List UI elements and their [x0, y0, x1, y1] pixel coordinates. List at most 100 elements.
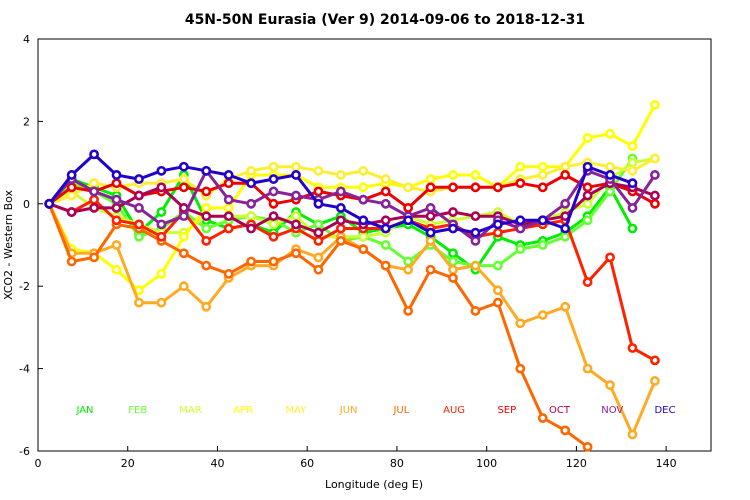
data-point [313, 264, 324, 275]
data-point [313, 227, 324, 238]
data-point [403, 264, 414, 275]
data-point [605, 170, 615, 180]
data-point [560, 425, 571, 436]
legend-label-mar: MAR [179, 405, 201, 416]
series-line-jun [47, 203, 657, 436]
series-line-mar [48, 157, 656, 239]
data-point [111, 178, 122, 189]
data-point [111, 264, 122, 275]
data-point [380, 240, 391, 250]
data-point [156, 182, 167, 193]
data-point [111, 194, 122, 205]
y-tick-label: -4 [19, 363, 30, 376]
data-point [627, 141, 638, 152]
data-point [291, 211, 301, 222]
data-point [627, 203, 638, 213]
data-point [268, 219, 279, 230]
data-point [246, 223, 257, 234]
y-axis-ticks: -6 -4 -2 0 2 4 [19, 33, 43, 458]
data-point [291, 219, 301, 230]
y-tick-label: -6 [19, 445, 30, 458]
x-tick-label: 20 [121, 457, 135, 470]
data-point [111, 240, 122, 250]
legend-label-nov: NOV [601, 405, 623, 416]
data-point [537, 310, 548, 320]
data-point [358, 244, 369, 255]
data-point [178, 281, 189, 292]
data-point [403, 306, 414, 316]
data-point [470, 182, 481, 193]
data-point [605, 161, 615, 172]
data-point [515, 223, 526, 234]
data-point [650, 153, 660, 164]
data-point [66, 170, 77, 180]
data-point [650, 100, 660, 110]
data-point [111, 203, 122, 213]
data-point [358, 215, 369, 226]
data-point [134, 190, 144, 201]
data-point [380, 198, 391, 209]
data-point [470, 235, 481, 246]
data-point [111, 170, 122, 180]
data-point [425, 235, 436, 246]
data-point [223, 178, 234, 189]
series-oct [44, 178, 660, 238]
data-point [89, 149, 99, 160]
data-point [627, 429, 638, 440]
data-point [268, 198, 279, 209]
data-point [313, 198, 324, 209]
data-point [291, 248, 301, 259]
data-point [358, 194, 369, 205]
data-point [582, 198, 593, 209]
data-point [537, 413, 548, 423]
data-point [492, 297, 503, 308]
data-point [515, 161, 526, 172]
data-point [201, 260, 212, 271]
data-point [313, 219, 324, 230]
series-line-sep [48, 173, 656, 210]
data-point [515, 244, 526, 255]
data-point [537, 215, 548, 226]
data-point [403, 182, 414, 193]
data-point [560, 198, 571, 209]
data-point [291, 161, 301, 172]
data-point [201, 203, 212, 213]
data-point [470, 170, 481, 180]
series-layer [44, 100, 660, 452]
data-point [223, 170, 234, 180]
x-tick-label: 100 [476, 457, 497, 470]
legend-label-may: MAY [286, 405, 308, 416]
data-point [223, 268, 234, 279]
data-point [89, 252, 99, 263]
legend-label-apr: APR [233, 405, 253, 416]
data-point [403, 215, 414, 226]
data-point [201, 186, 212, 197]
data-point [492, 182, 503, 193]
data-point [425, 182, 436, 193]
data-point [560, 301, 571, 312]
data-point [425, 211, 436, 222]
data-point [335, 235, 346, 246]
data-point [358, 165, 369, 176]
x-tick-label: 120 [566, 457, 587, 470]
data-point [268, 186, 279, 197]
data-point [134, 174, 144, 184]
data-point [89, 203, 99, 213]
data-point [134, 231, 144, 242]
data-point [425, 227, 436, 238]
x-tick-label: 80 [390, 457, 404, 470]
data-point [246, 256, 257, 267]
data-point [223, 194, 234, 205]
data-point [358, 231, 369, 242]
data-point [134, 203, 144, 213]
data-point [335, 223, 346, 234]
data-point [156, 297, 167, 308]
data-point [582, 182, 593, 193]
legend-label-jan: JAN [75, 405, 93, 416]
series-line-nov [48, 169, 657, 243]
legend-label-jun: JUN [339, 405, 358, 416]
data-point [335, 186, 346, 197]
series-line-oct [48, 181, 656, 235]
data-point [156, 231, 167, 242]
